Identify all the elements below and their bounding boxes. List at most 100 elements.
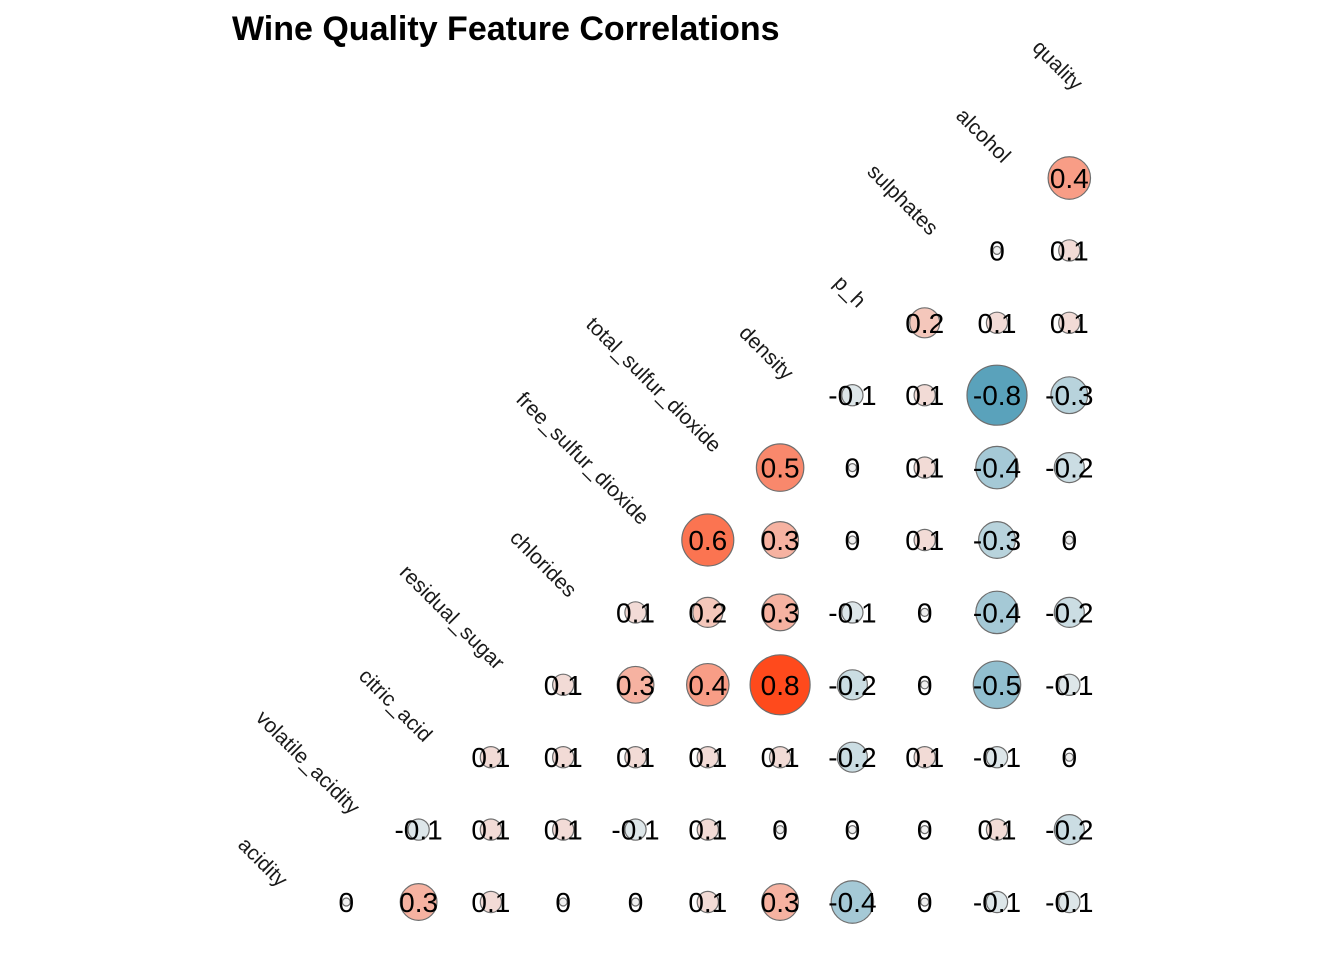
correlation-value-label: -0.1: [828, 597, 876, 628]
correlation-bubble: [913, 528, 936, 552]
correlation-bubble: [768, 745, 792, 769]
cell-chlorides-density: 0.3: [761, 593, 800, 632]
correlation-value-label: 0.1: [616, 597, 655, 628]
cell-citric-acid-sulphates: 0.1: [905, 742, 944, 773]
correlation-value-label: -0.1: [1045, 670, 1093, 701]
correlation-value-label: 0.2: [905, 308, 944, 339]
correlation-value-label: -0.1: [394, 815, 442, 846]
correlation-value-label: -0.2: [828, 742, 876, 773]
correlation-bubble: [920, 607, 930, 618]
correlation-value-label: 0.1: [544, 815, 583, 846]
variable-label-p-h: p_h: [829, 271, 870, 312]
cell-volatile-acidity-density: 0: [772, 815, 788, 846]
correlation-bubble: [920, 680, 930, 690]
correlation-bubble: [341, 897, 351, 907]
correlation-bubble: [551, 818, 575, 841]
cell-free-sulfur-dioxide-quality: 0: [1062, 525, 1078, 556]
correlation-bubble: [1053, 813, 1085, 846]
correlation-value-label: -0.1: [973, 742, 1021, 773]
cell-chlorides-quality: -0.2: [1045, 596, 1093, 628]
correlation-value-label: 0.2: [688, 597, 727, 628]
cell-total-sulfur-dioxide-sulphates: 0.1: [905, 453, 944, 484]
cell-volatile-acidity-free-sulfur-dioxide: -0.1: [611, 815, 659, 846]
correlation-bubble: [775, 824, 785, 835]
cell-chlorides-total-sulfur-dioxide: 0.2: [688, 596, 727, 628]
correlation-bubble: [407, 818, 430, 841]
correlation-bubble: [836, 741, 869, 773]
correlation-value-label: 0.5: [761, 453, 800, 484]
correlation-bubble: [399, 883, 438, 921]
correlation-value-label: 0.1: [905, 453, 944, 484]
correlation-value-label: 0.1: [761, 742, 800, 773]
correlation-bubble: [681, 513, 735, 567]
cell-free-sulfur-dioxide-p-h: 0: [845, 525, 861, 556]
correlation-bubble: [1058, 890, 1081, 914]
cell-density-p-h: -0.1: [828, 380, 876, 411]
cell-chlorides-p-h: -0.1: [828, 597, 876, 628]
correlation-value-label: -0.4: [973, 453, 1021, 484]
cell-free-sulfur-dioxide-density: 0.3: [761, 521, 800, 559]
correlation-bubble: [985, 311, 1009, 335]
correlation-bubble: [836, 669, 869, 701]
cell-acidity-chlorides: 0: [555, 887, 571, 918]
cell-volatile-acidity-chlorides: 0.1: [544, 815, 583, 846]
cell-p-h-quality: 0.1: [1050, 308, 1089, 339]
variable-label-density: density: [735, 321, 799, 385]
cell-residual-sugar-p-h: -0.2: [828, 669, 877, 701]
cell-volatile-acidity-sulphates: 0: [917, 815, 933, 846]
correlation-value-label: 0: [555, 887, 571, 918]
correlation-bubble: [1064, 535, 1074, 545]
correlation-value-label: -0.1: [973, 887, 1021, 918]
correlation-bubble: [551, 673, 575, 697]
correlation-value-label: 0.3: [761, 525, 800, 556]
cell-residual-sugar-chlorides: 0.1: [544, 670, 583, 701]
cell-free-sulfur-dioxide-alcohol: -0.3: [973, 521, 1021, 559]
correlation-bubble: [696, 890, 720, 914]
correlation-bubble: [985, 890, 1009, 914]
correlation-value-label: 0.3: [761, 887, 800, 918]
cell-acidity-quality: -0.1: [1045, 887, 1093, 918]
cell-citric-acid-p-h: -0.2: [828, 741, 877, 773]
correlation-bubble: [755, 443, 805, 492]
correlation-value-label: 0.1: [1050, 235, 1089, 266]
cell-density-quality: -0.3: [1045, 376, 1093, 415]
variable-labels: acidity volatile_aciditycitric_acidresidu…: [233, 36, 1087, 892]
correlation-value-label: -0.2: [1045, 597, 1093, 628]
cell-acidity-citric-acid: 0.3: [399, 883, 438, 921]
correlation-bubble: [966, 364, 1028, 426]
correlation-value-label: -0.4: [973, 597, 1021, 628]
correlation-value-label: -0.2: [1045, 453, 1093, 484]
correlation-bubble: [920, 824, 930, 835]
variable-label-total-sulfur-dioxide: total_sulfur_dioxide: [581, 313, 725, 457]
cell-residual-sugar-alcohol: -0.5: [972, 660, 1022, 710]
chart-title: Wine Quality Feature Correlations: [232, 10, 780, 48]
correlation-bubble: [830, 880, 875, 924]
correlation-bubble: [761, 521, 800, 559]
correlation-bubble: [479, 818, 503, 841]
cell-residual-sugar-density: 0.8: [749, 654, 811, 716]
correlation-value-label: 0.1: [905, 742, 944, 773]
cell-acidity-alcohol: -0.1: [973, 887, 1021, 918]
correlation-bubble: [978, 521, 1016, 559]
cell-total-sulfur-dioxide-density: 0.5: [755, 443, 805, 492]
variable-label-volatile-acidity: volatile_acidity: [251, 706, 364, 819]
correlation-bubble: [913, 383, 936, 407]
cell-sulphates-alcohol: 0: [989, 235, 1005, 266]
correlation-bubble: [696, 745, 720, 769]
correlation-value-label: 0.1: [1050, 308, 1089, 339]
cell-acidity-free-sulfur-dioxide: 0: [628, 887, 644, 918]
correlation-value-label: 0: [628, 887, 644, 918]
cell-p-h-sulphates: 0.2: [905, 307, 944, 339]
correlation-value-label: -0.1: [611, 815, 659, 846]
correlation-value-label: -0.8: [973, 380, 1021, 411]
correlation-bubble: [624, 745, 647, 769]
cell-sulphates-quality: 0.1: [1050, 235, 1089, 266]
correlation-value-label: 0.4: [1050, 163, 1089, 194]
cell-chlorides-free-sulfur-dioxide: 0.1: [616, 597, 655, 628]
cell-acidity-total-sulfur-dioxide: 0.1: [688, 887, 727, 918]
correlation-value-label: 0.8: [761, 670, 800, 701]
correlation-value-label: 0: [917, 887, 933, 918]
cell-volatile-acidity-total-sulfur-dioxide: 0.1: [688, 815, 727, 846]
cell-volatile-acidity-quality: -0.2: [1045, 813, 1093, 846]
